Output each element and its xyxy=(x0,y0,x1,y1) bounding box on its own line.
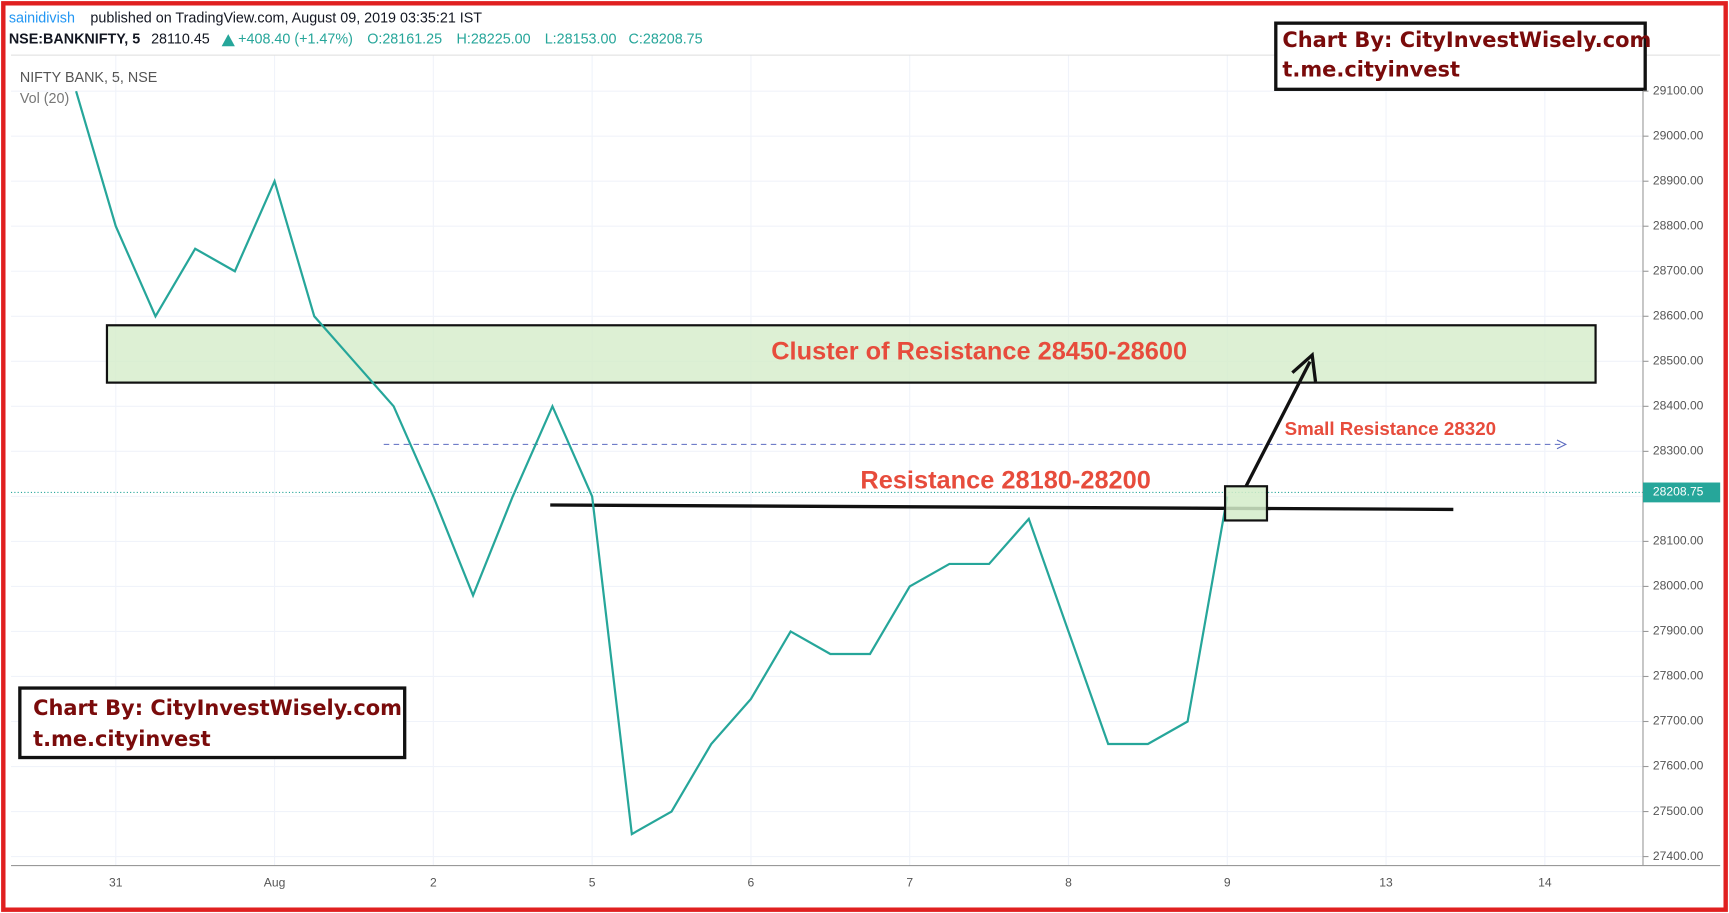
y-tick-label: 27700.00 xyxy=(1653,714,1704,728)
x-tick-label: 5 xyxy=(589,875,596,889)
legend-title: NIFTY BANK, 5, NSE xyxy=(20,70,157,86)
low: L:28153.00 xyxy=(545,31,617,47)
cluster-label: Cluster of Resistance 28450-28600 xyxy=(771,338,1187,366)
author: sainidivish xyxy=(9,11,75,27)
y-tick-label: 28600.00 xyxy=(1653,308,1704,322)
resistance-cluster-zone xyxy=(105,324,1597,384)
close: C:28208.75 xyxy=(629,31,703,47)
up-arrow xyxy=(221,34,235,47)
x-tick-label: 7 xyxy=(906,875,913,889)
breakout-zone xyxy=(1223,485,1269,522)
small-resistance-label: Small Resistance 28320 xyxy=(1285,418,1496,439)
high: H:28225.00 xyxy=(457,31,531,47)
watermark-line1: Chart By: CityInvestWisely.com xyxy=(1282,28,1651,52)
x-tick-label: 6 xyxy=(748,875,755,889)
symbol: NSE:BANKNIFTY, 5 xyxy=(9,31,140,47)
last-price-tag xyxy=(1642,482,1721,503)
last-price-label: 28208.75 xyxy=(1653,485,1704,499)
price-line xyxy=(75,90,1229,836)
open: O:28161.25 xyxy=(367,31,442,47)
target-arrowhead xyxy=(1291,351,1318,382)
x-tick-label: 14 xyxy=(1538,875,1552,889)
y-tick-label: 27800.00 xyxy=(1653,669,1704,683)
y-tick-label: 27500.00 xyxy=(1653,804,1704,818)
change: +408.40 (+1.47%) xyxy=(238,31,353,47)
y-tick-label: 27600.00 xyxy=(1653,759,1704,773)
y-tick-label: 29000.00 xyxy=(1653,128,1704,142)
x-tick-label: Aug xyxy=(264,875,286,889)
published: published on TradingView.com, August 09,… xyxy=(90,11,482,27)
watermark-line1-bottom: Chart By: CityInvestWisely.com xyxy=(33,696,402,720)
watermark-line2-bottom: t.me.cityinvest xyxy=(33,727,211,751)
y-tick-label: 28500.00 xyxy=(1653,354,1704,368)
y-tick-label: 29100.00 xyxy=(1653,83,1704,97)
watermark-line2: t.me.cityinvest xyxy=(1282,58,1460,82)
x-tick-label: 9 xyxy=(1224,875,1231,889)
x-tick-label: 13 xyxy=(1379,875,1393,889)
series-layer xyxy=(75,90,1229,836)
y-tick-label: 28400.00 xyxy=(1653,399,1704,413)
resistance-line xyxy=(550,503,1454,512)
y-tick-label: 28000.00 xyxy=(1653,579,1704,593)
y-tick-label: 27900.00 xyxy=(1653,624,1704,638)
watermark-box-bottom xyxy=(18,686,407,760)
legend-volume: Vol (20) xyxy=(20,91,69,107)
x-tick-label: 31 xyxy=(109,875,123,889)
small-resistance-arrowhead xyxy=(1556,439,1568,450)
x-tick-label: 2 xyxy=(430,875,437,889)
target-arrow xyxy=(1244,360,1312,488)
y-tick-label: 28900.00 xyxy=(1653,173,1704,187)
y-tick-label: 28700.00 xyxy=(1653,263,1704,277)
y-tick-label: 27400.00 xyxy=(1653,849,1704,863)
resistance-label: Resistance 28180-28200 xyxy=(860,467,1150,495)
y-tick-label: 28100.00 xyxy=(1653,534,1704,548)
y-tick-label: 28300.00 xyxy=(1653,444,1704,458)
watermark-box-top xyxy=(1274,21,1647,91)
last: 28110.45 xyxy=(151,31,210,47)
y-tick-label: 28800.00 xyxy=(1653,218,1704,232)
x-tick-label: 8 xyxy=(1065,875,1072,889)
